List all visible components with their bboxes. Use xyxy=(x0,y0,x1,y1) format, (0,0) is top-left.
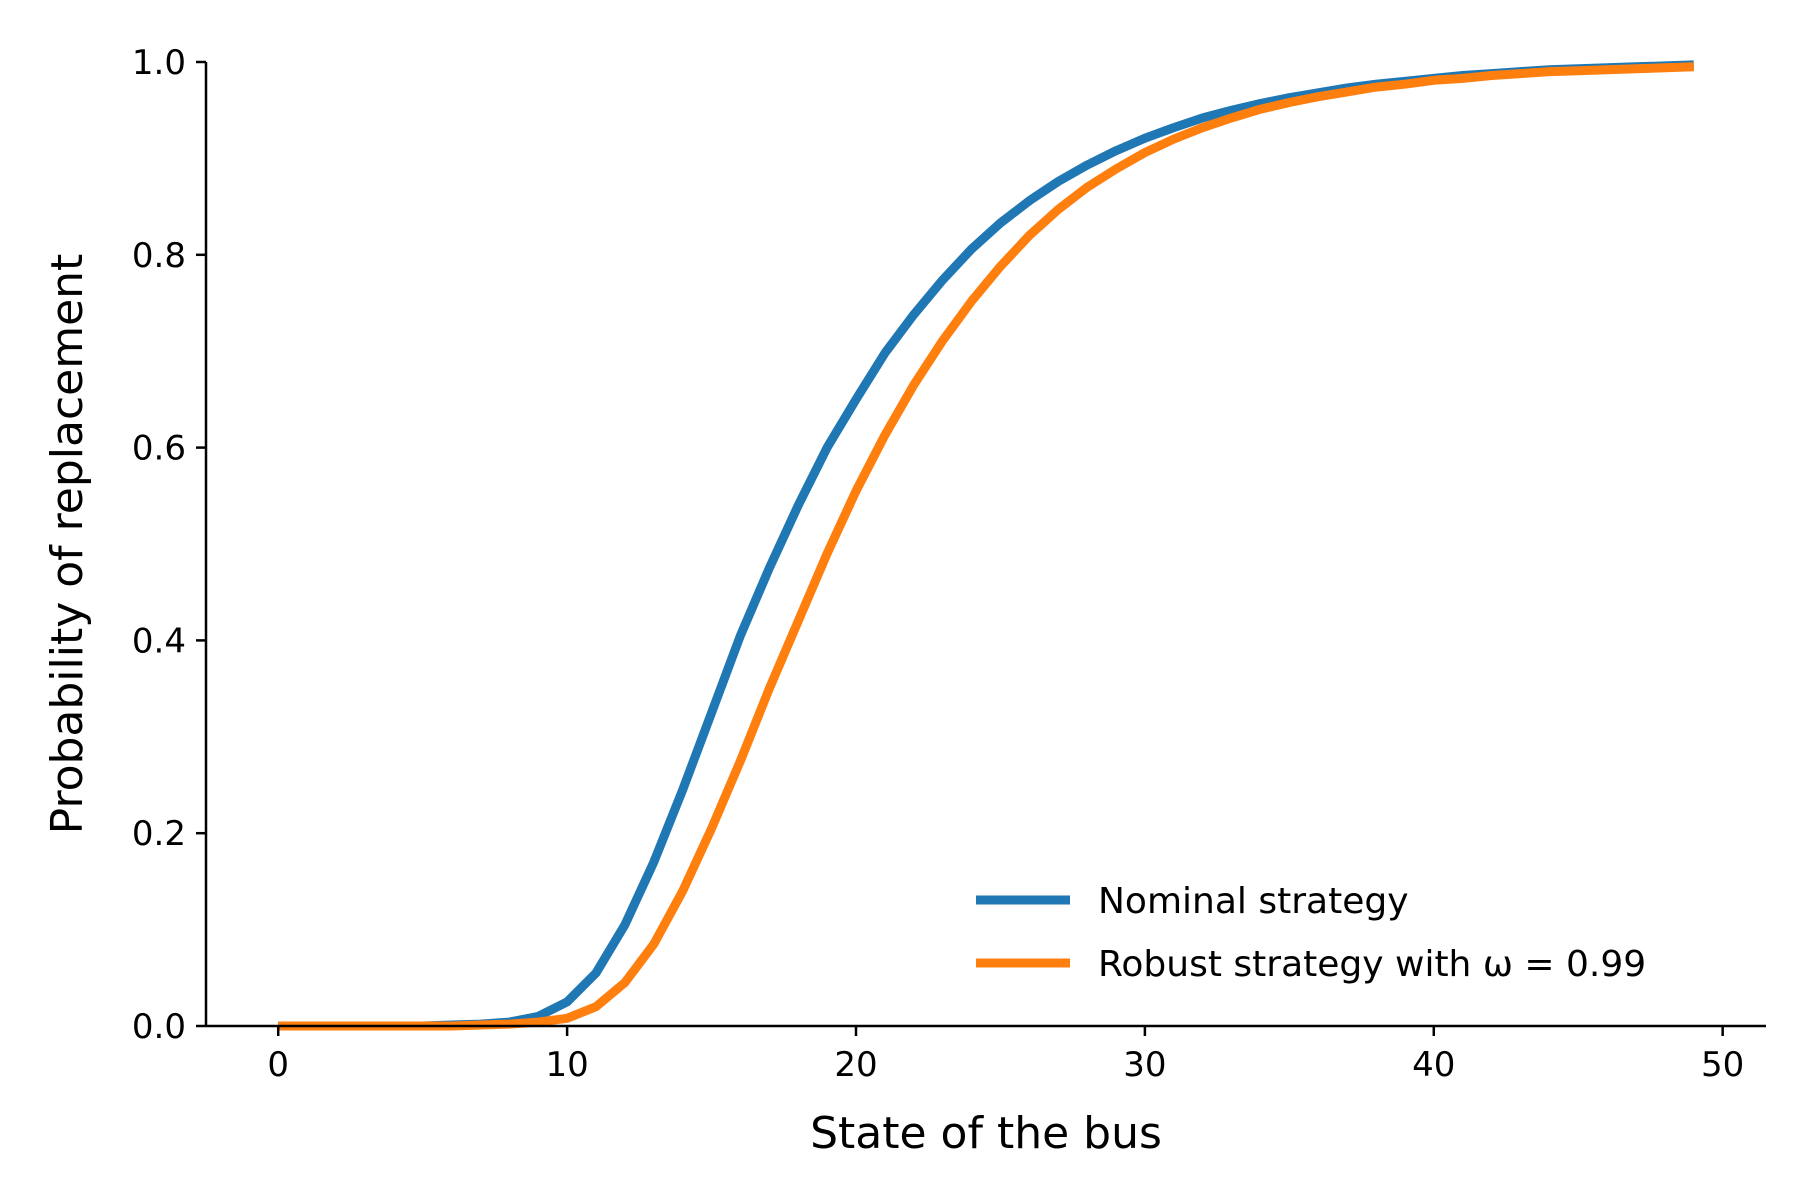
x-axis-label: State of the bus xyxy=(810,1108,1162,1159)
y-tick-label: 0.2 xyxy=(132,814,186,854)
y-tick-label: 0.0 xyxy=(132,1007,186,1047)
y-tick-label: 0.6 xyxy=(132,429,186,469)
series-line-robust-strategy xyxy=(278,62,1694,1031)
y-axis-label: Probability of replacement xyxy=(42,254,93,835)
plot-area xyxy=(278,60,1694,1031)
legend-label-nominal-strategy: Nominal strategy xyxy=(1098,881,1409,922)
axes: 0 10 20 30 40 50 0.0 0.2 0.4 0.6 0.8 1.0 xyxy=(132,43,1766,1085)
y-tick-label: 0.8 xyxy=(132,236,186,276)
y-tick-label: 0.4 xyxy=(132,621,186,661)
series-line-nominal-strategy xyxy=(278,60,1694,1031)
x-tick-label: 0 xyxy=(267,1045,289,1085)
x-tick-label: 10 xyxy=(545,1045,588,1085)
x-tick-label: 20 xyxy=(834,1045,877,1085)
x-tick-label: 40 xyxy=(1412,1045,1455,1085)
y-tick-label: 1.0 xyxy=(132,43,186,83)
legend-label-robust-strategy: Robust strategy with ω = 0.99 xyxy=(1098,944,1646,985)
x-tick-label: 50 xyxy=(1701,1045,1744,1085)
x-tick-label: 30 xyxy=(1123,1045,1166,1085)
legend: Nominal strategy Robust strategy with ω … xyxy=(976,881,1646,985)
